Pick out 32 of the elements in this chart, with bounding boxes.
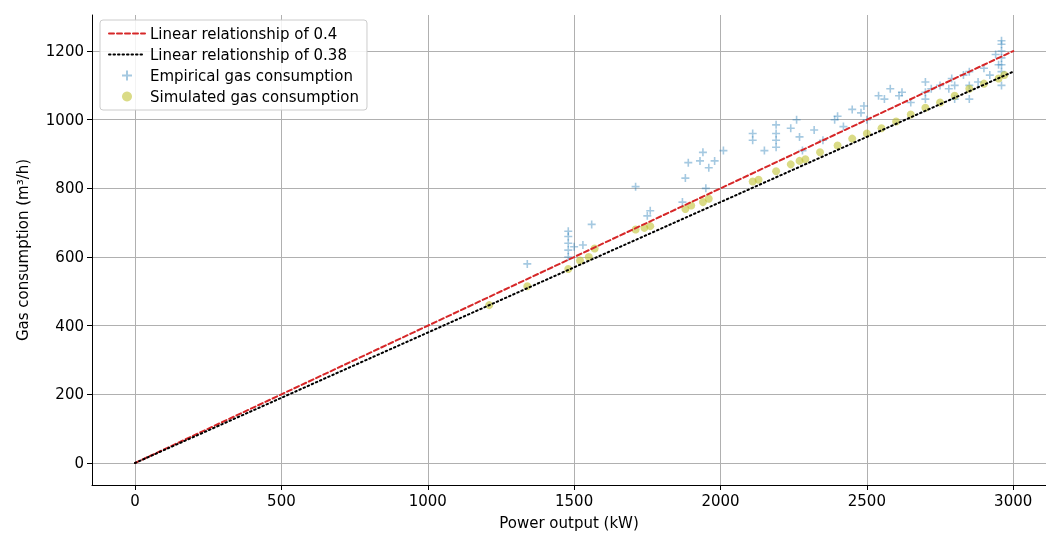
y-axis-title: Gas consumption (m³/h) [13,158,32,342]
point [754,175,763,184]
x-tick-label: 2500 [847,491,886,510]
point [848,134,857,143]
y-tick-label: 200 [55,385,84,404]
y-tick-label: 0 [74,454,84,473]
point [698,198,707,207]
point [772,167,781,176]
y-tick-label: 400 [55,316,84,335]
point [575,256,584,265]
point [704,194,713,203]
x-tick-label: 0 [130,491,140,510]
point [584,253,593,262]
point [646,222,655,231]
x-tick-label: 1000 [408,491,447,510]
point [816,148,825,157]
point [786,160,795,169]
legend-label: Linear relationship of 0.38 [150,45,347,64]
x-tick-label: 3000 [994,491,1033,510]
x-tick-label: 500 [267,491,296,510]
point [801,155,810,164]
y-tick-label: 800 [55,179,84,198]
x-axis-title: Power output (kW) [499,513,639,532]
y-tick-label: 1000 [45,110,84,129]
x-tick-label: 1500 [555,491,594,510]
x-tick-label: 2000 [701,491,740,510]
legend-label: Linear relationship of 0.4 [150,24,338,43]
y-tick-label: 1200 [45,42,84,61]
legend-label: Empirical gas consumption [150,66,353,85]
point [833,141,842,150]
y-tick-label: 600 [55,248,84,267]
legend-label: Simulated gas consumption [150,87,359,106]
